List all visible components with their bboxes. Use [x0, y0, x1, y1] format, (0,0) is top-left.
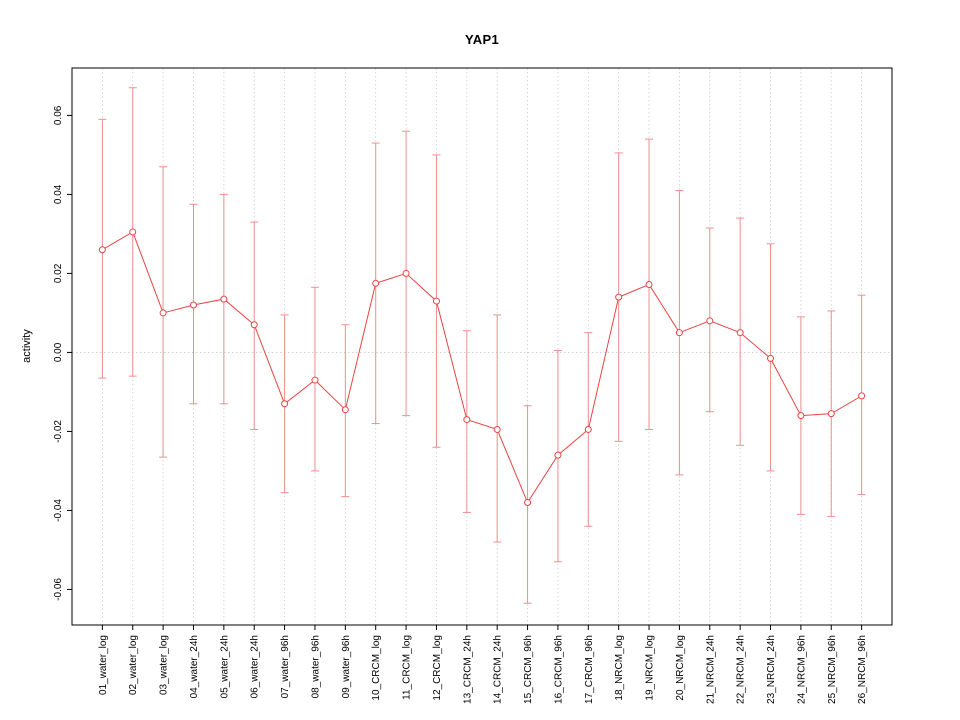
x-category-label: 08_water_96h [310, 635, 321, 698]
x-category-label: 01_water_log [98, 635, 109, 695]
data-point [767, 354, 775, 362]
x-category-label: 04_water_24h [189, 635, 200, 698]
data-point [281, 400, 289, 408]
data-point [858, 392, 866, 400]
y-tick-label: 0.00 [53, 342, 64, 362]
y-tick-label: -0.06 [53, 578, 64, 601]
data-point [524, 499, 532, 507]
x-category-label: 24_NRCM_96h [796, 635, 807, 704]
data-point [463, 416, 471, 424]
data-point [493, 425, 501, 433]
x-category-label: 14_CRCM_24h [493, 635, 504, 704]
data-point [372, 279, 380, 287]
x-category-label: 09_water_96h [341, 635, 352, 698]
y-tick-label: 0.02 [53, 263, 64, 283]
data-point [432, 297, 440, 305]
x-category-label: 12_CRCM_log [432, 635, 443, 701]
data-point [311, 376, 319, 384]
x-category-label: 13_CRCM_24h [462, 635, 473, 704]
data-point [675, 329, 683, 337]
data-point [706, 317, 714, 325]
data-point [584, 425, 592, 433]
x-category-label: 10_CRCM_log [371, 635, 382, 701]
y-tick-label: -0.04 [53, 499, 64, 522]
chart-title: YAP1 [465, 32, 499, 47]
data-point [736, 329, 744, 337]
data-point [645, 280, 653, 288]
plot-border [71, 67, 893, 626]
y-tick-label: -0.02 [53, 420, 64, 443]
x-category-label: 06_water_24h [250, 635, 261, 698]
data-point [129, 228, 137, 236]
y-tick-label: 0.06 [53, 105, 64, 125]
data-point [220, 295, 228, 303]
x-category-label: 21_NRCM_24h [705, 635, 716, 704]
x-category-label: 26_NRCM_96h [857, 635, 868, 704]
x-category-label: 23_NRCM_24h [766, 635, 777, 704]
data-point [250, 321, 258, 329]
data-point [615, 293, 623, 301]
data-point [827, 410, 835, 418]
data-point [189, 301, 197, 309]
x-category-label: 20_NRCM_log [675, 635, 686, 701]
x-category-label: 02_water_log [128, 635, 139, 695]
x-category-label: 05_water_24h [219, 635, 230, 698]
data-point [98, 246, 106, 254]
x-category-label: 17_CRCM_96h [584, 635, 595, 704]
x-category-label: 15_CRCM_96h [523, 635, 534, 704]
y-tick-label: 0.04 [53, 184, 64, 204]
x-category-label: 18_NRCM_log [614, 635, 625, 701]
x-category-label: 16_CRCM_96h [553, 635, 564, 704]
x-category-label: 19_NRCM_log [645, 635, 656, 701]
data-point [341, 406, 349, 414]
data-point [797, 412, 805, 420]
data-point [402, 269, 410, 277]
data-point [159, 309, 167, 317]
x-category-label: 07_water_96h [280, 635, 291, 698]
x-category-label: 03_water_log [159, 635, 170, 695]
data-point [554, 451, 562, 459]
y-axis-title: activity [21, 329, 33, 363]
x-category-label: 25_NRCM_96h [827, 635, 838, 704]
x-category-label: 11_CRCM_log [402, 635, 413, 700]
series-line [102, 231, 862, 504]
x-category-label: 22_NRCM_24h [736, 635, 747, 704]
